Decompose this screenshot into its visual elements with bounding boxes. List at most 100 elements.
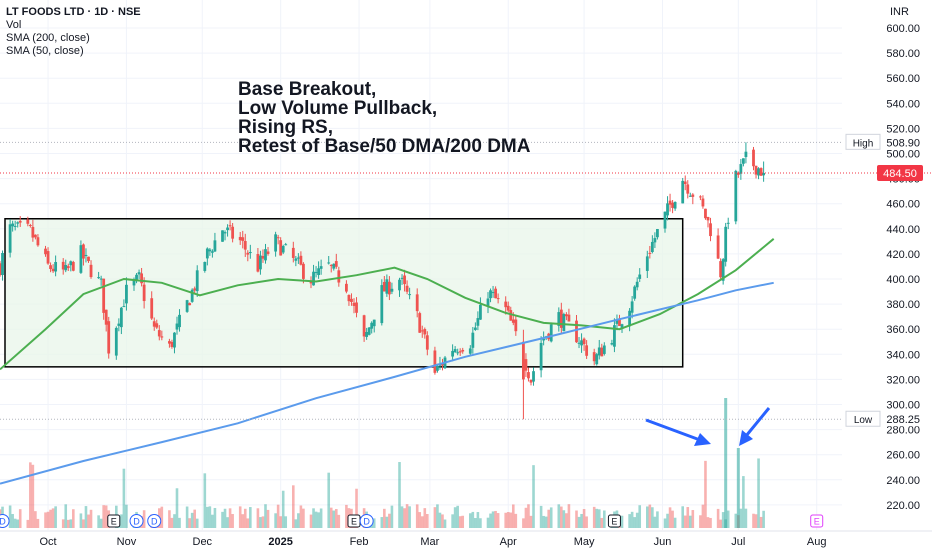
candle-body (352, 302, 356, 306)
candle-body (479, 304, 482, 320)
base-rectangle (4, 218, 684, 368)
indicator-sma50[interactable]: SMA (50, close) (6, 45, 84, 57)
candle-body (408, 294, 412, 296)
time-tick-label: Dec (193, 536, 213, 548)
volume-bar (426, 514, 429, 528)
volume-bar (474, 518, 477, 528)
candle-body (190, 289, 194, 302)
volume-bar (228, 508, 232, 528)
volume-bar (489, 513, 492, 528)
volume-bar (221, 511, 224, 528)
volume-bar (11, 514, 14, 528)
volume-bar (8, 505, 12, 528)
volume-bar (451, 514, 454, 528)
low-label-box (845, 410, 881, 427)
candle-body (367, 327, 371, 335)
candle-body (372, 319, 376, 327)
volume-bar (663, 518, 667, 528)
candle-body (173, 332, 176, 348)
candle-body (387, 281, 391, 295)
volume-bar (403, 508, 406, 528)
candle-body (117, 323, 121, 326)
volume-bar (595, 508, 599, 528)
candle-body (595, 354, 599, 365)
volume-bar (458, 516, 462, 528)
volume-bar (757, 458, 760, 528)
volume-bar (701, 504, 705, 528)
candle-body (350, 298, 353, 302)
candle-body (653, 238, 657, 243)
indicator-sma200[interactable]: SMA (200, close) (6, 32, 90, 44)
candle-body (724, 226, 728, 262)
candle-body (567, 314, 571, 322)
candle-body (193, 288, 197, 291)
candle-body (238, 236, 242, 241)
volume-bar (231, 514, 234, 528)
volume-bar (509, 512, 513, 528)
volume-bar (582, 509, 586, 528)
candle-body (168, 341, 171, 344)
volume-bar (691, 510, 695, 528)
volume-bar (547, 509, 550, 528)
volume-bar (585, 516, 588, 528)
high-label-value-bg (882, 134, 926, 150)
earnings-marker: E (810, 514, 824, 528)
candle-body (312, 271, 315, 286)
candle-body (476, 318, 480, 326)
marker-label: D (133, 517, 140, 527)
volume-bar (754, 514, 758, 528)
time-tick-label: Apr (500, 536, 517, 548)
earnings-marker: E (347, 514, 361, 528)
candle-body (418, 313, 422, 333)
candle-body (704, 208, 707, 219)
volume-bar (759, 516, 763, 528)
candle-body (347, 295, 351, 302)
symbol-title[interactable]: LT FOODS LTD · 1D · NSE (6, 6, 141, 18)
marker-circle (359, 514, 374, 528)
price-tick-label: 220.00 (886, 500, 920, 512)
candle-body (648, 252, 652, 254)
candle-body (61, 261, 65, 270)
candle-body (633, 286, 637, 299)
time-tick-label: Nov (117, 536, 137, 548)
volume-bar (142, 510, 146, 528)
candle-body (332, 263, 336, 269)
volume-bar (329, 507, 333, 528)
volume-bar (249, 507, 252, 528)
candle-body (64, 265, 68, 271)
candle-body (69, 261, 73, 266)
volume-bar (668, 507, 672, 528)
volume-bar (36, 518, 40, 528)
volume-bar (562, 510, 566, 528)
high-label-value: 508.90 (886, 137, 920, 149)
marker-circle (129, 514, 144, 528)
annotation-text: Base Breakout, Low Volume Pullback, Risi… (238, 80, 530, 156)
candle-body (279, 240, 283, 256)
volume-bar (592, 506, 596, 528)
indicator-vol[interactable]: Vol (6, 19, 22, 31)
candle-body (299, 255, 303, 265)
volume-bar (292, 485, 295, 528)
volume-bar (334, 509, 338, 528)
candle-body (628, 310, 632, 327)
candle-body (99, 278, 103, 280)
candle-body (511, 319, 515, 323)
candle-body (1, 253, 4, 275)
candle-body (456, 352, 460, 354)
volume-bar (656, 511, 659, 528)
candle-body (494, 288, 497, 299)
candle-body (509, 310, 513, 321)
volume-bar (319, 508, 323, 528)
price-tick-label: 360.00 (886, 324, 920, 336)
volume-bar (476, 512, 480, 528)
candle-body (11, 223, 15, 227)
candle-body (274, 234, 278, 252)
candle-body (559, 309, 563, 328)
volume-bar (557, 504, 561, 528)
candle-body (524, 359, 528, 371)
price-tick-label: 420.00 (886, 249, 920, 261)
candle-body (656, 229, 659, 238)
candle-body (506, 305, 510, 311)
